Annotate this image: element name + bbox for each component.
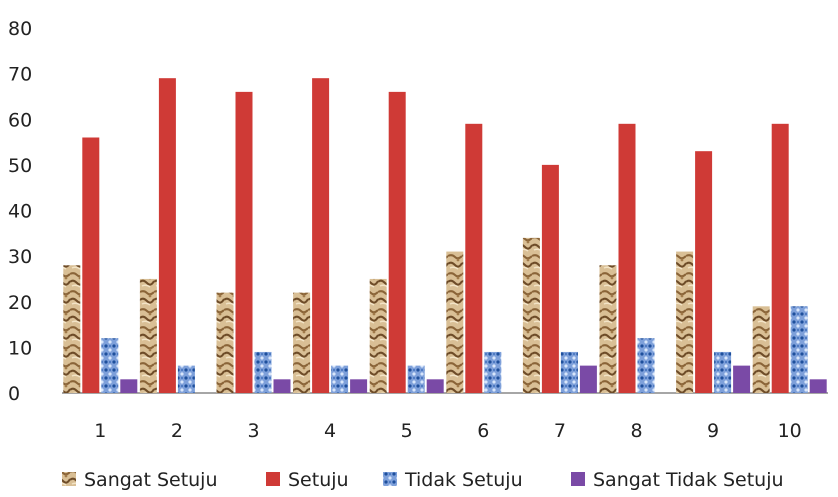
- bar-tidak-setuju-3: [254, 351, 272, 393]
- bar-sangat-setuju-6: [446, 251, 464, 393]
- bar-sangat-setuju-1: [63, 265, 81, 393]
- y-tick-label: 70: [8, 64, 32, 86]
- bar-setuju-6: [465, 123, 483, 393]
- legend-label: Setuju: [288, 469, 349, 491]
- bar-tidak-setuju-9: [714, 351, 732, 393]
- legend-label: Tidak Setuju: [404, 469, 523, 491]
- bar-sangat-setuju-3: [216, 292, 234, 393]
- bar-sangat-tidak-setuju-4: [350, 379, 368, 393]
- bar-tidak-setuju-1: [101, 338, 119, 393]
- bar-setuju-2: [158, 78, 176, 393]
- bar-sangat-setuju-5: [369, 278, 387, 393]
- bar-setuju-5: [388, 91, 406, 393]
- legend-swatch: [383, 472, 397, 486]
- legend-swatch: [571, 472, 585, 486]
- legend-item: Tidak Setuju: [383, 469, 523, 491]
- bar-sangat-setuju-10: [752, 306, 770, 393]
- bar-setuju-4: [312, 78, 330, 393]
- bar-sangat-tidak-setuju-3: [273, 379, 291, 393]
- y-tick-label: 40: [8, 201, 32, 223]
- bar-setuju-10: [771, 123, 789, 393]
- y-tick-label: 30: [8, 246, 32, 268]
- bar-sangat-tidak-setuju-1: [120, 379, 138, 393]
- y-tick-label: 50: [8, 155, 32, 177]
- bar-tidak-setuju-10: [790, 306, 808, 393]
- bar-tidak-setuju-7: [560, 351, 578, 393]
- bar-sangat-setuju-4: [293, 292, 311, 393]
- bar-sangat-tidak-setuju-9: [733, 365, 751, 393]
- bar-setuju-9: [695, 151, 713, 393]
- x-tick-label: 6: [477, 420, 489, 442]
- x-tick-label: 1: [94, 420, 106, 442]
- x-tick-label: 9: [707, 420, 719, 442]
- y-tick-label: 10: [8, 337, 32, 359]
- legend: Sangat Setuju Setuju Tidak Setuju Sangat Ti…: [62, 469, 784, 491]
- bar-sangat-setuju-7: [522, 237, 540, 393]
- x-tick-label: 10: [778, 420, 802, 442]
- bar-tidak-setuju-5: [407, 365, 425, 393]
- x-tick-label: 3: [247, 420, 259, 442]
- bar-tidak-setuju-6: [484, 351, 502, 393]
- y-axis: 0 10 20 30 40 50 60 70 80: [8, 18, 32, 405]
- bar-setuju-8: [618, 123, 636, 393]
- x-tick-label: 5: [401, 420, 413, 442]
- bar-setuju-7: [541, 164, 559, 393]
- legend-item: Sangat Tidak Setuju: [571, 469, 784, 491]
- y-tick-label: 80: [8, 18, 32, 40]
- bar-tidak-setuju-8: [637, 338, 655, 393]
- x-tick-label: 7: [554, 420, 566, 442]
- x-tick-label: 2: [171, 420, 183, 442]
- bar-sangat-tidak-setuju-10: [809, 379, 827, 393]
- legend-swatch: [62, 472, 76, 486]
- legend-label: Sangat Tidak Setuju: [593, 469, 784, 491]
- x-tick-label: 8: [630, 420, 642, 442]
- y-tick-label: 0: [8, 383, 20, 405]
- x-tick-label: 4: [324, 420, 336, 442]
- bars: [63, 78, 827, 393]
- legend-label: Sangat Setuju: [84, 469, 218, 491]
- x-axis: 1 2 3 4 5 6 7 8 9 10: [94, 420, 802, 442]
- bar-sangat-tidak-setuju-5: [426, 379, 444, 393]
- legend-item: Setuju: [266, 469, 349, 491]
- bar-tidak-setuju-2: [177, 365, 195, 393]
- bar-sangat-tidak-setuju-7: [579, 365, 597, 393]
- bar-tidak-setuju-4: [331, 365, 349, 393]
- bar-sangat-setuju-8: [599, 265, 617, 393]
- y-tick-label: 60: [8, 109, 32, 131]
- bar-setuju-1: [82, 137, 100, 393]
- legend-item: Sangat Setuju: [62, 469, 218, 491]
- bar-sangat-setuju-9: [676, 251, 694, 393]
- bar-sangat-setuju-2: [139, 278, 157, 393]
- legend-swatch: [266, 472, 280, 486]
- y-tick-label: 20: [8, 292, 32, 314]
- bar-setuju-3: [235, 91, 253, 393]
